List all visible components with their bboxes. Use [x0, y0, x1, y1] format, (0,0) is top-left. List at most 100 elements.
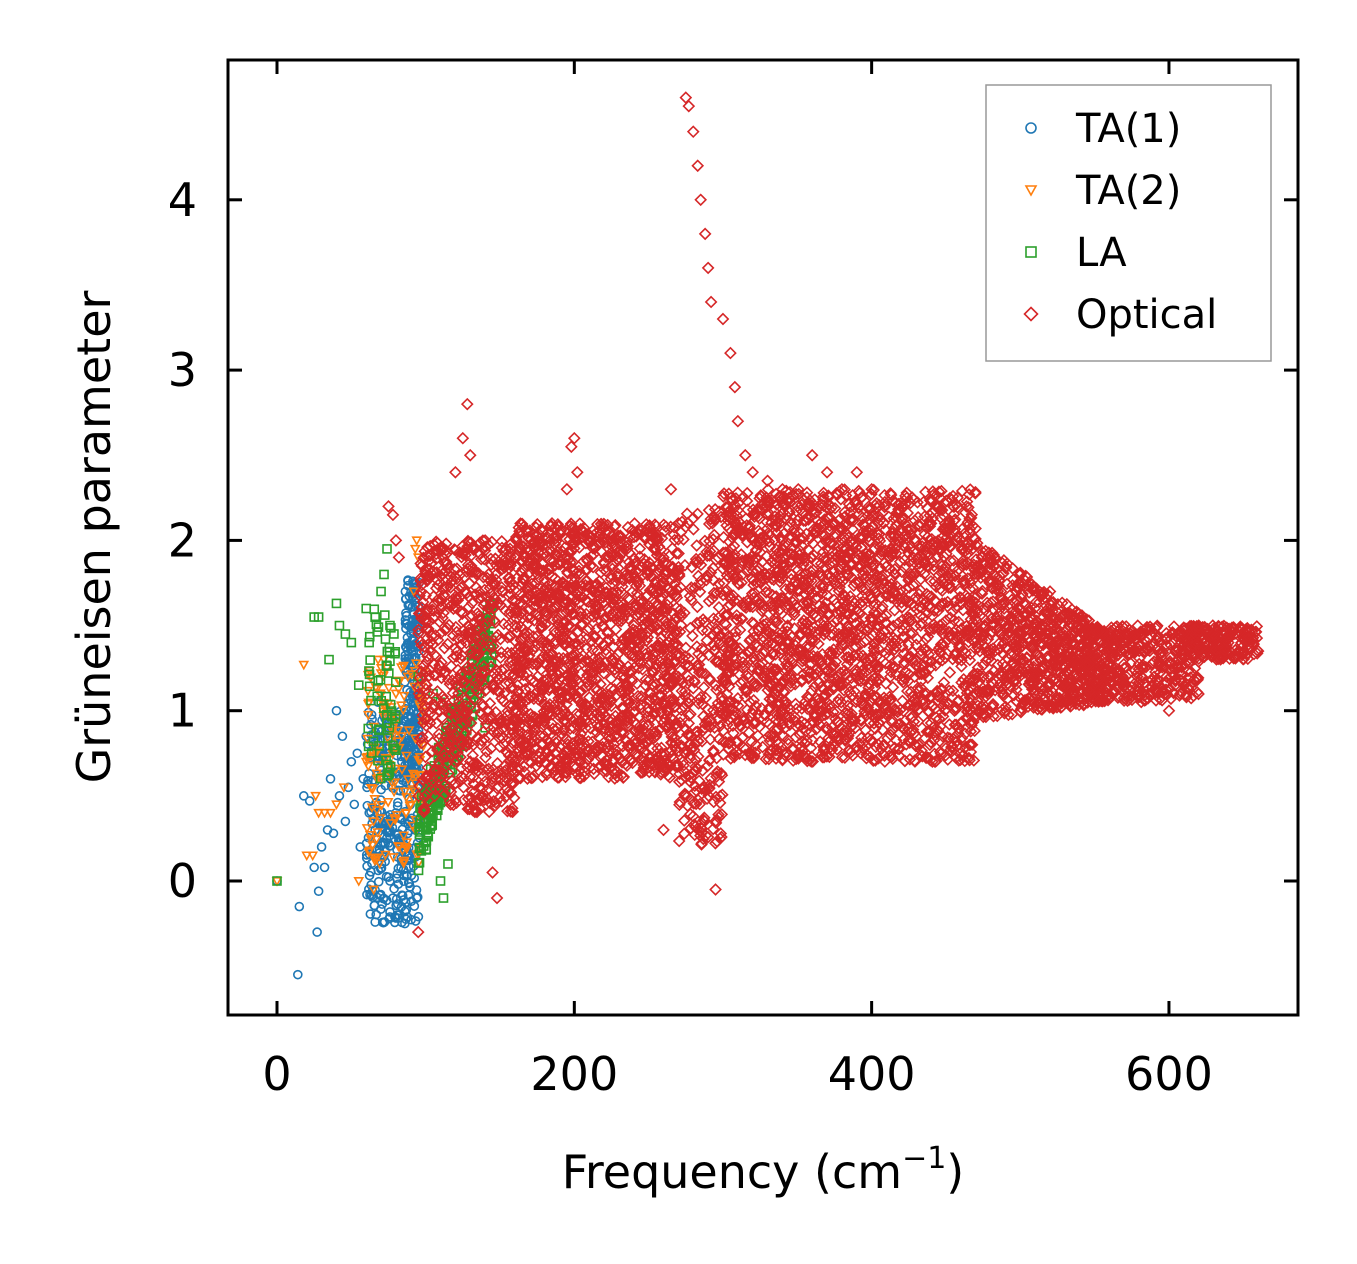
data-point: [415, 815, 426, 826]
data-point: [449, 650, 463, 663]
data-point: [429, 581, 443, 595]
data-point: [463, 699, 477, 713]
data-point: [346, 756, 357, 767]
data-point: [376, 695, 387, 706]
data-point: [487, 639, 500, 653]
data-point: [437, 606, 450, 620]
data-point: [414, 635, 427, 649]
data-point: [446, 686, 460, 700]
data-point: [417, 640, 431, 653]
data-point: [325, 808, 336, 819]
data-point: [444, 659, 458, 673]
data-point: [430, 717, 443, 730]
data-point: [396, 765, 408, 776]
data-point: [418, 741, 429, 752]
data-point: [427, 604, 441, 618]
data-point: [364, 870, 375, 881]
data-point: [400, 808, 412, 819]
data-point: [501, 631, 514, 644]
data-point: [398, 661, 410, 672]
data-point: [414, 571, 428, 585]
data-point: [501, 558, 515, 571]
data-point: [401, 914, 411, 924]
data-point: [389, 815, 401, 826]
data-point: [670, 627, 684, 641]
data-point: [390, 689, 402, 700]
data-point: [365, 655, 375, 665]
data-point: [375, 669, 387, 679]
data-point: [399, 870, 409, 881]
data-point: [402, 828, 413, 839]
data-point: [388, 893, 398, 903]
data-point: [372, 828, 383, 838]
data-point: [454, 604, 468, 618]
data-point: [413, 671, 427, 685]
data-point: [422, 794, 436, 807]
data-point: [298, 660, 310, 671]
data-point: [462, 663, 476, 677]
data-point: [419, 564, 432, 578]
data-point: [407, 785, 419, 795]
data-point: [349, 799, 360, 810]
data-point: [382, 544, 392, 554]
data-point: [407, 769, 419, 780]
data-point: [417, 551, 430, 565]
data-point: [499, 677, 513, 691]
data-point: [419, 589, 433, 602]
data-point: [418, 609, 431, 622]
data-point: [435, 656, 448, 669]
data-point: [440, 719, 454, 733]
data-point: [428, 789, 441, 803]
data-point: [319, 862, 330, 873]
data-point: [466, 541, 480, 555]
data-point: [310, 791, 322, 802]
data-point: [491, 724, 505, 738]
data-point: [595, 723, 609, 736]
data-point: [410, 771, 422, 782]
data-point: [294, 901, 305, 912]
data-point: [391, 811, 403, 821]
data-point: [414, 843, 425, 854]
data-point: [642, 565, 656, 579]
data-point: [374, 724, 385, 735]
data-point: [384, 841, 395, 851]
data-point: [331, 598, 342, 609]
data-point: [386, 706, 397, 716]
data-point: [483, 581, 497, 595]
data-point: [503, 699, 516, 713]
data-points-layer: [271, 91, 1265, 980]
data-point: [501, 804, 514, 818]
data-point: [417, 659, 431, 673]
data-point: [668, 731, 681, 744]
data-point: [358, 774, 369, 784]
data-point: [413, 858, 424, 868]
data-point: [452, 583, 466, 597]
data-point: [316, 842, 327, 852]
data-point: [415, 730, 429, 744]
data-point: [502, 571, 515, 585]
data-point: [398, 831, 410, 842]
data-point: [462, 619, 475, 633]
data-point: [398, 691, 410, 702]
data-point: [397, 890, 407, 900]
data-point: [401, 838, 413, 848]
data-point: [331, 800, 342, 811]
data-point: [471, 764, 485, 778]
data-point: [419, 664, 433, 678]
data-point: [448, 777, 462, 790]
data-point: [480, 783, 494, 797]
data-point: [412, 687, 426, 701]
data-point: [479, 540, 492, 554]
data-point: [435, 876, 446, 886]
data-point: [372, 761, 383, 771]
data-point: [443, 736, 456, 750]
data-point: [425, 744, 439, 758]
data-point: [374, 859, 386, 870]
data-point: [378, 712, 390, 722]
data-point: [363, 848, 375, 858]
data-point: [449, 728, 463, 742]
data-point: [369, 795, 381, 805]
data-point: [397, 846, 408, 857]
data-point: [394, 910, 404, 920]
data-point: [365, 909, 376, 919]
